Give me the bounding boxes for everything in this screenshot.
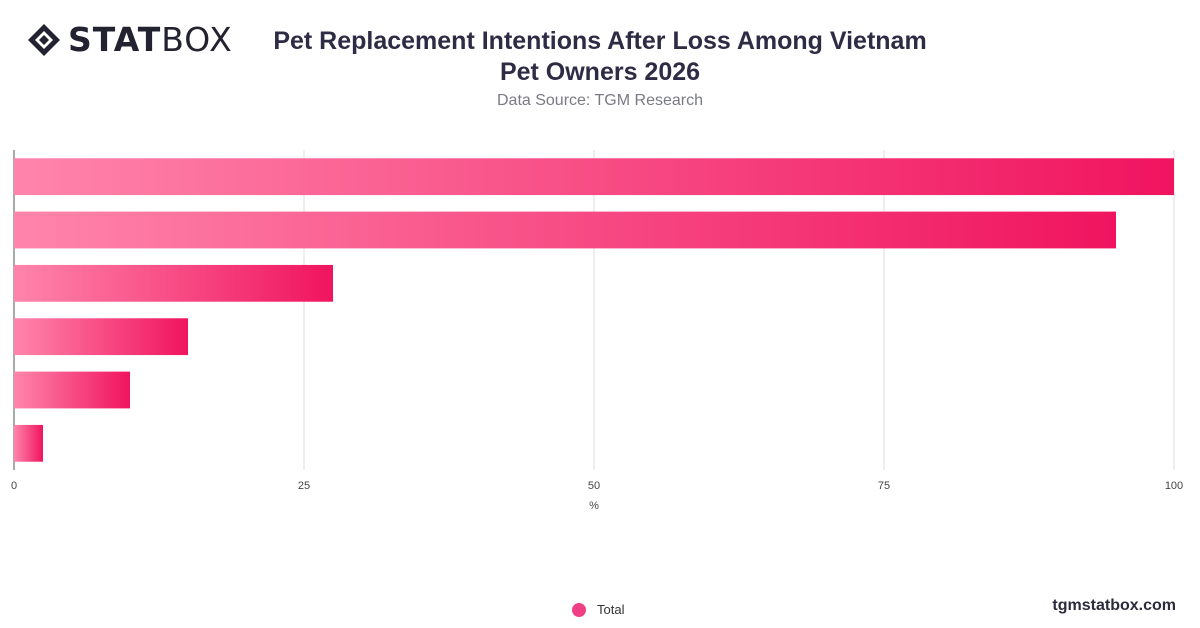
x-tick-label: 100 (1165, 480, 1183, 492)
x-tick-label: 25 (298, 480, 310, 492)
logo-wordmark: STATBOX (68, 22, 233, 58)
statbox-diamond-icon (28, 24, 60, 56)
brand-logo: STATBOX (26, 22, 233, 58)
bar (14, 158, 1174, 196)
bar (14, 264, 333, 302)
x-tick-label: 75 (878, 480, 890, 492)
bar (14, 371, 130, 409)
legend-marker (572, 602, 586, 617)
legend[interactable]: Total (572, 602, 624, 617)
logo-bold-text: STAT (68, 20, 162, 59)
bar (14, 211, 1116, 249)
data-source: Data Source: TGM Research (496, 92, 703, 109)
x-tick-label: 50 (588, 480, 600, 492)
legend-label: Total (597, 602, 625, 617)
bar (14, 424, 43, 462)
chart-title-line-1: Pet Replacement Intentions After Loss Am… (273, 27, 927, 55)
site-url[interactable]: tgmstatbox.com (1052, 597, 1176, 614)
chart-title-line-2: Pet Owners 2026 (499, 58, 701, 86)
chart-title: Pet Replacement Intentions After Loss Am… (250, 26, 950, 88)
bar (14, 318, 188, 356)
logo-light-text: BOX (161, 20, 233, 59)
x-tick-label: 0 (11, 480, 17, 492)
x-axis-label: % (589, 500, 599, 512)
bar-chart: 0 25 50 75 100% (11, 150, 1183, 512)
